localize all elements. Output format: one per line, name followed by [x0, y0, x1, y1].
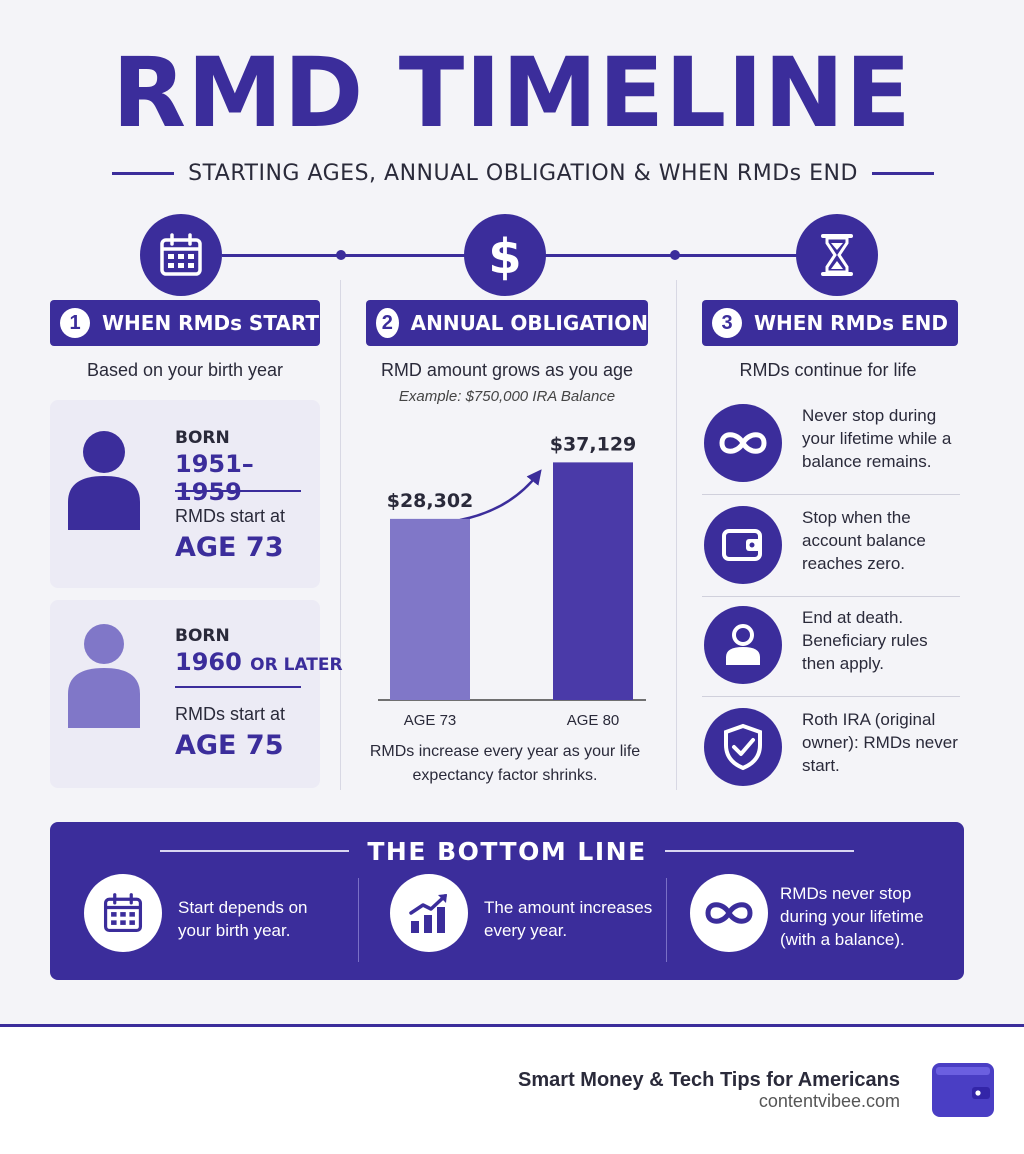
card-rule — [175, 686, 301, 688]
chart-example-note: Example: $750,000 IRA Balance — [398, 388, 616, 405]
step-2-badge: 2 ANNUAL OBLIGATION — [366, 300, 648, 346]
growth-chart-icon — [390, 874, 468, 952]
step-1-subtitle: Based on your birth year — [86, 360, 284, 380]
column-divider — [676, 280, 677, 790]
rmd-bar-chart: $28,302 AGE 73 $37,129 AGE 80 — [378, 433, 646, 729]
person-icon — [68, 431, 140, 530]
born-years: 1960 OR LATER — [175, 648, 343, 676]
bottom-line-text: RMDs never stop during your lifetime (wi… — [780, 884, 924, 949]
list-divider — [702, 494, 960, 495]
born-year: 1960 — [175, 648, 242, 676]
end-item-text: Roth IRA (original owner): RMDs never st… — [802, 710, 958, 775]
bottom-line-panel: THE BOTTOM LINE Start depends on your bi… — [50, 822, 964, 980]
growth-arrow — [459, 469, 542, 522]
step-3-label: WHEN RMDs END — [754, 311, 948, 335]
start-label: RMDs start at — [175, 506, 286, 526]
end-item-text: Stop when the account balance reaches ze… — [802, 508, 926, 573]
svg-text:$: $ — [488, 229, 521, 283]
timeline-dot — [336, 250, 346, 260]
born-card-1951: BORN 1951–1959 RMDs start at AGE 73 — [50, 400, 320, 588]
card-rule — [175, 490, 301, 492]
bottom-line-divider — [666, 878, 667, 962]
footer-url[interactable]: contentvibee.com — [758, 1091, 900, 1111]
bar-value-label: $37,129 — [550, 433, 637, 455]
subtitle-row: STARTING AGES, ANNUAL OBLIGATION & WHEN … — [112, 158, 934, 188]
calendar-icon — [140, 214, 222, 296]
wallet-icon — [704, 506, 782, 584]
bottom-line-title-row: THE BOTTOM LINE — [160, 836, 854, 866]
end-item-infinity: Never stop during your lifetime while a … — [702, 404, 960, 504]
dollar-icon: $ — [464, 214, 546, 296]
bar-age-73 — [390, 518, 470, 700]
bottom-line-rule-right — [664, 850, 854, 852]
wallet-logo-icon — [932, 1063, 994, 1117]
bar-age-80 — [553, 462, 633, 700]
subtitle-rule-right — [871, 171, 934, 175]
end-item-text: Never stop during your lifetime while a … — [802, 406, 952, 471]
subtitle-rule-left — [112, 171, 175, 175]
shield-check-icon — [704, 708, 782, 786]
step-3-badge: 3 WHEN RMDs END — [702, 300, 958, 346]
footer-rule — [0, 1024, 1024, 1027]
list-divider — [702, 696, 960, 697]
born-card-1960: BORN 1960 OR LATER RMDs start at AGE 75 — [50, 600, 343, 788]
infinity-icon — [704, 404, 782, 482]
step-1-number: 1 — [60, 308, 90, 338]
step-2-label: ANNUAL OBLIGATION — [410, 311, 648, 335]
end-item-wallet: Stop when the account balance reaches ze… — [702, 506, 960, 606]
step-3-subtitle: RMDs continue for life — [739, 360, 917, 380]
hourglass-icon — [796, 214, 878, 296]
end-item-person: End at death. Beneficiary rules then app… — [702, 606, 960, 706]
born-year-suffix: OR LATER — [250, 655, 343, 675]
step-1-badge: 1 WHEN RMDs START — [50, 300, 320, 346]
timeline-dot — [670, 250, 680, 260]
calendar-icon — [84, 874, 162, 952]
start-age: AGE 75 — [175, 730, 284, 761]
person-icon — [704, 606, 782, 684]
step-3-number: 3 — [712, 308, 742, 338]
footer-brand: Smart Money & Tech Tips for Americans — [518, 1069, 900, 1091]
step-2-number: 2 — [376, 308, 399, 338]
column-divider — [340, 280, 341, 790]
born-label: BORN — [175, 626, 230, 646]
bottom-line-rule-left — [160, 850, 350, 852]
bar-category-label: AGE 73 — [404, 712, 457, 729]
born-label: BORN — [175, 428, 230, 448]
start-age: AGE 73 — [175, 532, 284, 563]
bar-value-label: $28,302 — [387, 490, 474, 512]
born-years: 1951–1959 — [175, 450, 254, 506]
bottom-line-text: Start depends on your birth year. — [178, 898, 308, 940]
start-label: RMDs start at — [175, 704, 286, 724]
infinity-icon — [690, 874, 768, 952]
bottom-line-text: The amount increases every year. — [484, 898, 653, 940]
list-divider — [702, 596, 960, 597]
chart-footnote: RMDs increase every year as your life ex… — [369, 743, 641, 784]
page-title: RMD TIMELINE — [112, 37, 912, 149]
page-subtitle: STARTING AGES, ANNUAL OBLIGATION & WHEN … — [188, 160, 858, 186]
step-1-label: WHEN RMDs START — [102, 311, 320, 335]
end-item-text: End at death. Beneficiary rules then app… — [802, 608, 928, 673]
end-item-shield: Roth IRA (original owner): RMDs never st… — [702, 708, 960, 808]
bottom-line-divider — [358, 878, 359, 962]
bottom-line-title: THE BOTTOM LINE — [367, 836, 647, 866]
person-icon — [68, 624, 140, 728]
step-2-subtitle: RMD amount grows as you age — [380, 360, 634, 380]
footer: Smart Money & Tech Tips for Americans co… — [0, 1027, 1024, 1154]
bar-category-label: AGE 80 — [567, 712, 620, 729]
